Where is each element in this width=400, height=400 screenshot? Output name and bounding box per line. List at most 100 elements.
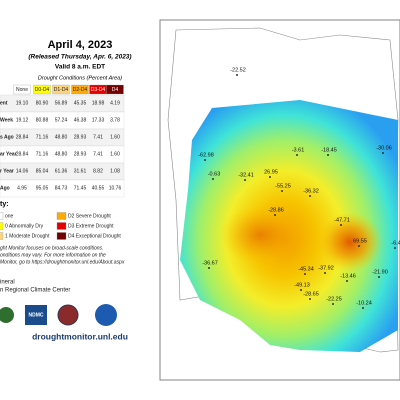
logo [57,304,79,326]
map-label: -22.52 [230,67,246,73]
legend-swatch [0,212,4,220]
station-dot [296,154,298,156]
hot-spot [318,212,382,272]
map-label: -21.90 [372,269,388,275]
map-label: -10.24 [356,300,372,306]
legend-swatch [56,212,67,220]
map-label: -28.86 [268,207,284,213]
table-cell: 84.73 [55,185,68,191]
column-header-cell [106,84,124,95]
station-dot [309,195,311,197]
map-label: -32.41 [238,172,254,178]
map-label: -6.4 [391,240,400,246]
table-cell: 40.55 [92,185,105,191]
table-cell: 31.61 [74,168,87,174]
map-label: -22.25 [326,296,342,302]
map-label: -62.98 [198,152,214,158]
table-cell: 3.78 [110,117,120,123]
station-dot [274,214,276,216]
table-cell: 48.80 [55,151,68,157]
table-cell: 61.36 [55,168,68,174]
map-label: -45.34 [298,266,314,272]
table-cell: 48.80 [55,134,68,140]
station-dot [358,245,360,247]
station-dot [327,154,329,156]
table-cell: 8.82 [93,168,103,174]
legend-label: D4 Exceptional Drought [68,233,121,239]
logo [25,305,47,325]
row-label: ar Year [0,151,17,157]
column-header: D1-D4 [54,87,69,93]
row-label: s Ago [0,134,14,140]
legend-label: one [5,213,14,219]
station-dot [204,159,206,161]
station-dot [212,178,214,180]
credit: ineral [0,280,15,286]
station-dot [378,276,380,278]
table-cell: 46.38 [74,117,87,123]
map-label: -0.63 [208,171,221,177]
column-header: D2-D4 [73,87,88,93]
map-label: -18.45 [321,147,337,153]
table-cell: 4.95 [17,185,27,191]
column-header-cell [33,84,51,95]
note-line: onditions may vary. For more information… [0,252,106,258]
station-dot [304,273,306,275]
row-label: Week [0,117,13,123]
station-dot [340,224,342,226]
table-cell: 19.12 [16,117,29,123]
map-label: -3.61 [292,147,305,153]
table-cell: 18.98 [92,100,105,106]
column-header: D0-D4 [35,87,50,93]
table-cell: 71.45 [74,185,87,191]
table-cell: 4.19 [110,100,120,106]
map-label: -47.71 [334,217,350,223]
legend-label: D2 Severe Drought [68,213,111,219]
table-cell: 57.24 [55,117,68,123]
map-label: -49.13 [294,282,310,288]
note-line: Monitor, go to https://droughtmonitor.un… [0,259,125,265]
title: April 4, 2023 [48,39,113,51]
map-label: -28.65 [303,291,319,297]
map-label: -13.46 [340,273,356,279]
credit: n Regional Climate Center [0,288,70,294]
table-cell: 10.76 [109,185,122,191]
table-cell: 80.88 [36,117,49,123]
table-cell: 7.41 [93,151,103,157]
table-cell: 1.08 [110,168,120,174]
url: droughtmonitor.unl.edu [32,331,128,341]
map-label: -36.32 [303,188,319,194]
legend-label: D3 Extreme Drought [68,223,114,229]
map-label: -37.92 [318,265,334,271]
column-header-cell [13,84,31,95]
map-label: -30.06 [376,145,392,151]
table-caption: Drought Conditions (Percent Area) [38,75,122,81]
table-cell: 17.33 [92,117,105,123]
released: (Released Thursday, Apr. 6, 2023) [28,54,131,61]
table-cell: 1.60 [110,134,120,140]
table-cell: 56.89 [55,100,68,106]
region-outline [167,27,399,353]
table-cell: 28.84 [16,134,29,140]
note-line: ght Monitor focuses on broad-scale condi… [0,245,103,251]
map-label: 69.55 [353,238,367,244]
legend-swatch [0,232,4,240]
map-label: 26.95 [264,169,278,175]
legend-title: ty: [0,201,9,208]
legend-label: 0 Abnormally Dry [5,223,44,229]
map-label: -36.67 [202,260,218,266]
row-label: Ago [0,185,10,191]
station-dot [362,307,364,309]
station-dot [244,179,246,181]
hot-spot [220,205,300,265]
column-header: D4 [112,87,119,93]
column-header: D3-D4 [91,87,106,93]
column-header: None [16,87,28,93]
table-cell: 28.84 [16,151,29,157]
table-cell: 95.05 [36,185,49,191]
station-dot [394,247,396,249]
logo [0,307,14,323]
row-label: ent [0,100,8,106]
